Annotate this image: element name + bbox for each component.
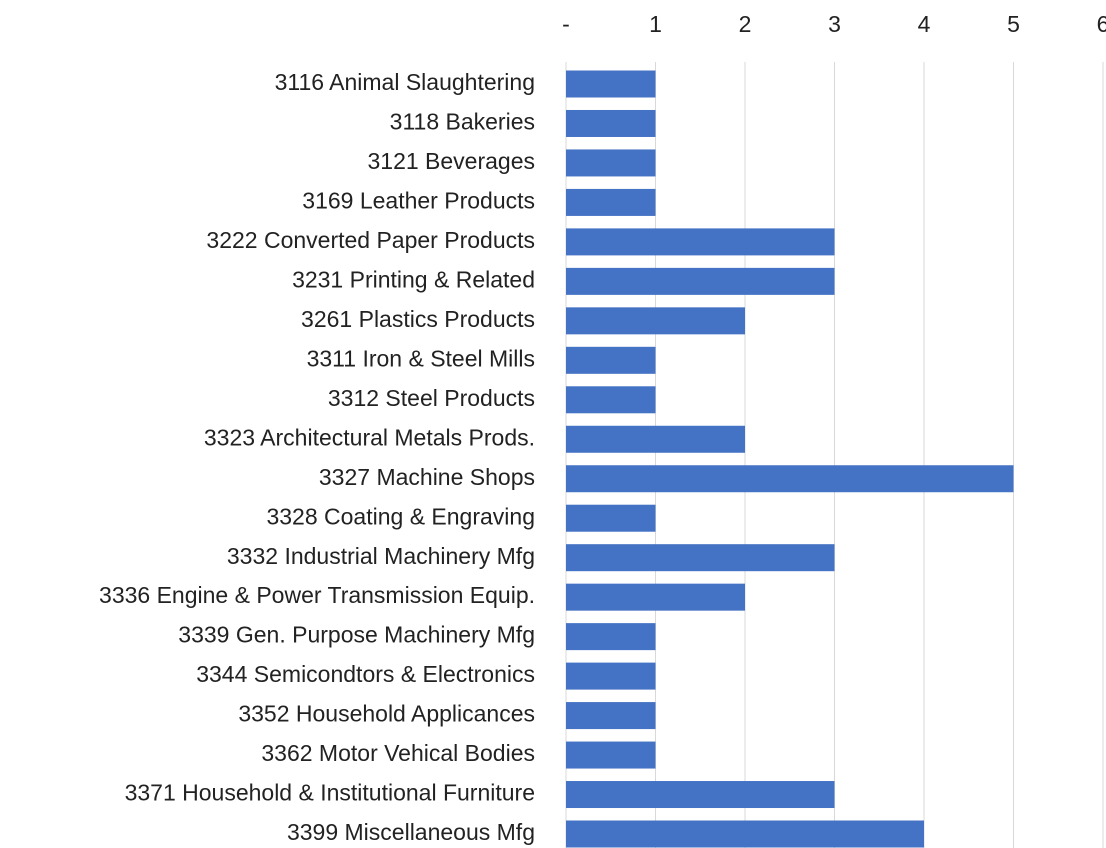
y-tick-label: 3231 Printing & Related — [292, 266, 535, 292]
y-tick-label: 3311 Iron & Steel Mills — [307, 345, 535, 371]
y-tick-label: 3362 Motor Vehical Bodies — [261, 740, 535, 766]
bar — [566, 702, 656, 730]
bar — [566, 307, 745, 335]
x-tick-label: 4 — [918, 11, 931, 37]
y-tick-label: 3352 Household Applicances — [238, 701, 535, 727]
bar — [566, 504, 656, 532]
y-tick-label: 3121 Beverages — [367, 148, 535, 174]
bar — [566, 544, 835, 572]
bar — [566, 267, 835, 295]
y-tick-label: 3371 Household & Institutional Furniture — [125, 780, 535, 806]
bar — [566, 741, 656, 769]
bar — [566, 109, 656, 137]
y-tick-label: 3261 Plastics Products — [301, 306, 535, 332]
y-tick-label: 3399 Miscellaneous Mfg — [287, 819, 535, 845]
y-tick-label: 3312 Steel Products — [328, 385, 535, 411]
y-tick-label: 3327 Machine Shops — [319, 464, 535, 490]
bar — [566, 70, 656, 98]
y-tick-label: 3118 Bakeries — [390, 109, 535, 135]
bar — [566, 149, 656, 177]
bar — [566, 386, 656, 414]
y-tick-label: 3344 Semicondtors & Electronics — [196, 661, 535, 687]
y-tick-label: 3336 Engine & Power Transmission Equip. — [99, 582, 535, 608]
y-tick-label: 3339 Gen. Purpose Machinery Mfg — [178, 622, 535, 648]
y-tick-label: 3169 Leather Products — [302, 187, 535, 213]
bar — [566, 662, 656, 690]
bar — [566, 623, 656, 651]
bar — [566, 583, 745, 611]
bar — [566, 188, 656, 216]
bar — [566, 425, 745, 453]
y-tick-label: 3328 Coating & Engraving — [266, 503, 535, 529]
x-tick-label: 5 — [1007, 11, 1020, 37]
x-tick-label: - — [562, 11, 570, 37]
y-tick-label: 3323 Architectural Metals Prods. — [204, 424, 535, 450]
y-tick-label: 3116 Animal Slaughtering — [275, 69, 535, 95]
bar — [566, 465, 1014, 493]
bar — [566, 346, 656, 374]
x-tick-label: 6 — [1097, 11, 1106, 37]
x-tick-label: 2 — [739, 11, 752, 37]
bar — [566, 781, 835, 809]
x-tick-label: 3 — [828, 11, 841, 37]
y-tick-label: 3332 Industrial Machinery Mfg — [227, 543, 535, 569]
bar — [566, 228, 835, 256]
x-tick-label: 1 — [649, 11, 662, 37]
bar — [566, 820, 924, 848]
y-tick-label: 3222 Converted Paper Products — [206, 227, 535, 253]
